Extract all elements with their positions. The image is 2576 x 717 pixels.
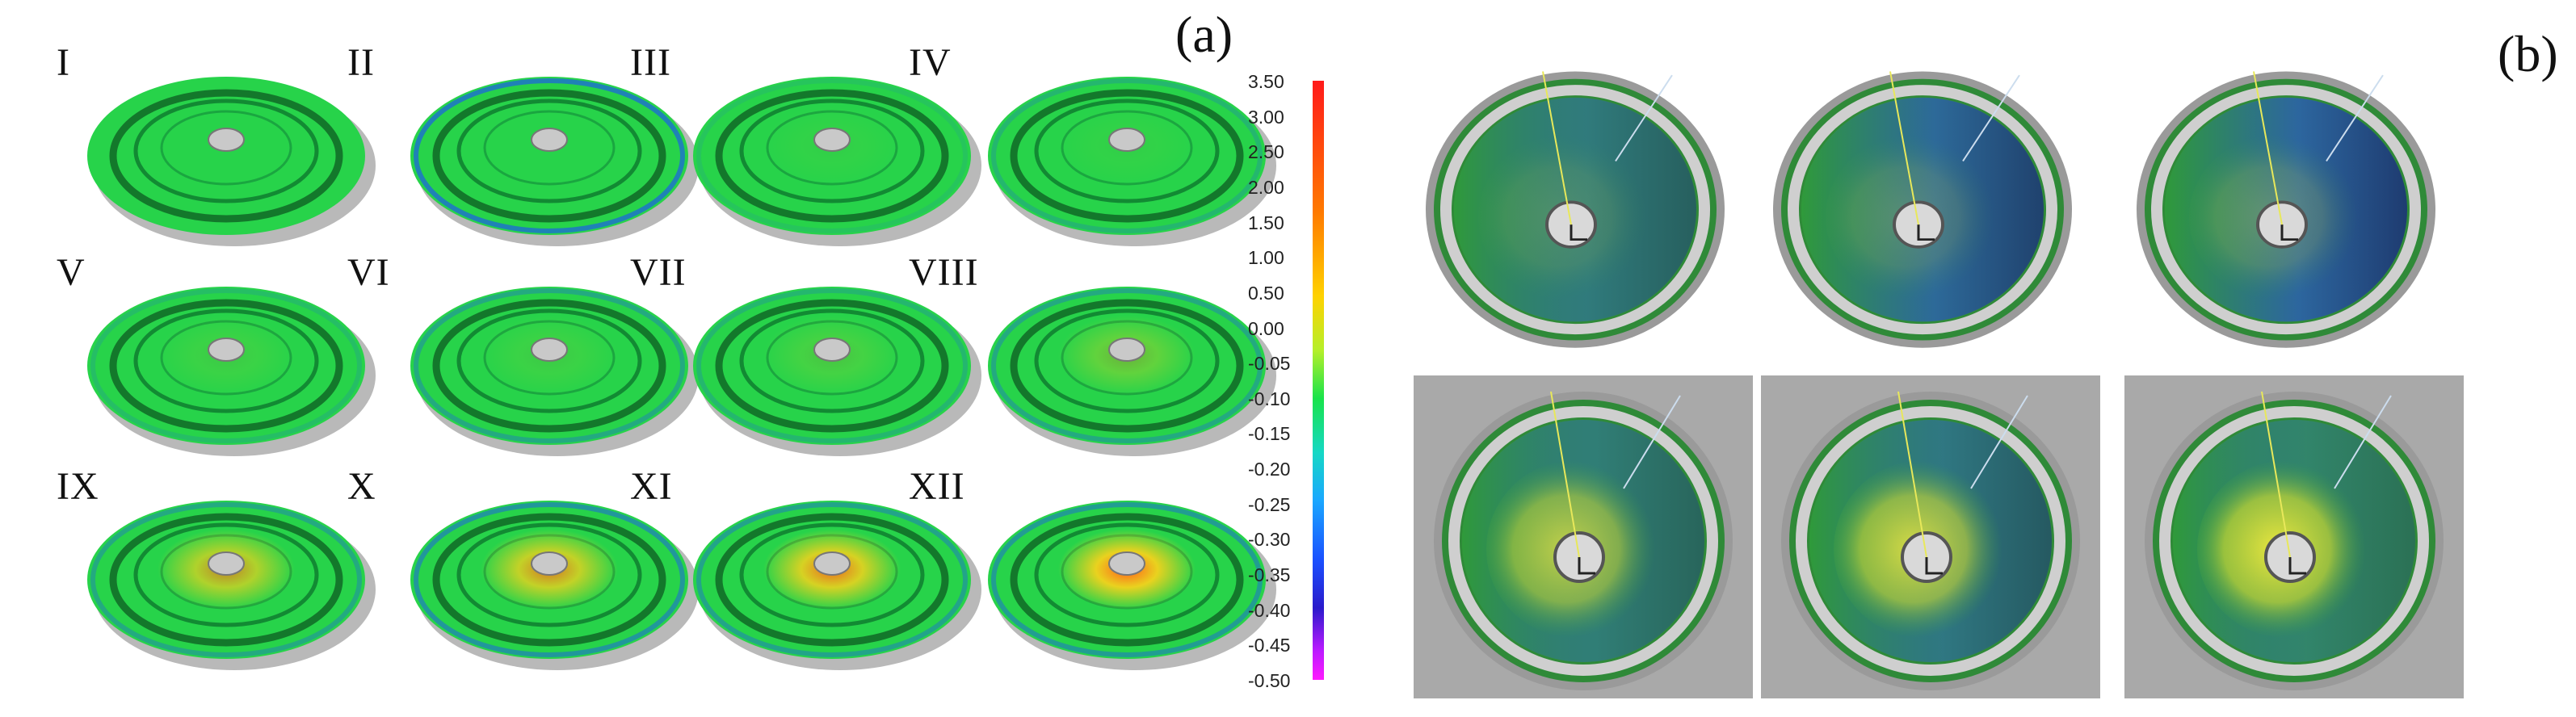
deviation-color-scale [1313,81,1324,680]
scan-disk [1781,391,2080,690]
disk-label: I [57,41,70,84]
scale-tick-label: 3.00 [1248,106,1284,128]
disk-label: IX [57,465,99,508]
scan-disk [1773,71,2072,348]
disk-label: VI [347,251,390,294]
scale-tick-label: -0.40 [1248,599,1291,621]
scale-tick-label: -0.10 [1248,388,1291,409]
panel-a-deviation-maps: (a) I II III IV V VI VII VIII IX X XI XII 3.50 3.00 2… [57,6,1324,691]
disk-label: V [57,251,86,294]
deviation-disk [693,501,981,670]
deviation-disk [988,77,1276,246]
scale-tick-label: 0.00 [1248,317,1284,339]
deviation-disk [988,287,1276,456]
disk-label: X [347,465,376,508]
scale-tick-label: 2.50 [1248,141,1284,163]
scale-tick-label: 2.00 [1248,176,1284,198]
scale-tick-label: -0.45 [1248,635,1291,656]
scale-tick-label: 0.50 [1248,282,1284,304]
scan-disk [1426,71,1725,348]
deviation-disk [87,287,376,456]
scan-photo [1753,57,2092,355]
scan-disk [1434,391,1733,690]
scale-tick-label: 1.50 [1248,212,1284,233]
disk-label: XI [630,465,673,508]
scale-tick-label: -0.35 [1248,564,1291,586]
scan-disk [2145,391,2444,690]
scale-tick-label: -0.15 [1248,423,1291,445]
scan-photo [2124,375,2464,698]
scale-tick-label: 3.50 [1248,71,1284,92]
scale-tick-label: -0.05 [1248,353,1291,375]
deviation-disk [87,77,376,246]
disk-label: VIII [909,251,979,294]
deviation-disk [693,287,981,456]
disk-label: II [347,41,375,84]
scale-tick-label: -0.25 [1248,493,1291,515]
disk-label: VII [630,251,687,294]
deviation-disk [410,501,699,670]
panel-b-letter: (b) [2498,25,2558,82]
deviation-disk [988,501,1276,670]
scan-photo [1761,375,2100,698]
deviation-disk [410,77,699,246]
panel-a-letter: (a) [1175,6,1233,63]
deviation-disk [410,287,699,456]
scale-tick-label: -0.50 [1248,670,1291,691]
scale-tick-label: -0.30 [1248,529,1291,551]
scan-photo [2116,57,2456,355]
scan-photo [1414,375,1753,698]
disk-label: IV [909,41,952,84]
scan-disk [2137,71,2435,348]
scan-photo [1406,57,1745,355]
panel-b-photo-grid: (b) [1389,0,2576,717]
scale-tick-label: -0.20 [1248,459,1291,480]
scale-tick-label: 1.00 [1248,247,1284,269]
deviation-disk [693,77,981,246]
disk-label: III [630,41,671,84]
disk-label: XII [909,465,965,508]
deviation-disk [87,501,376,670]
